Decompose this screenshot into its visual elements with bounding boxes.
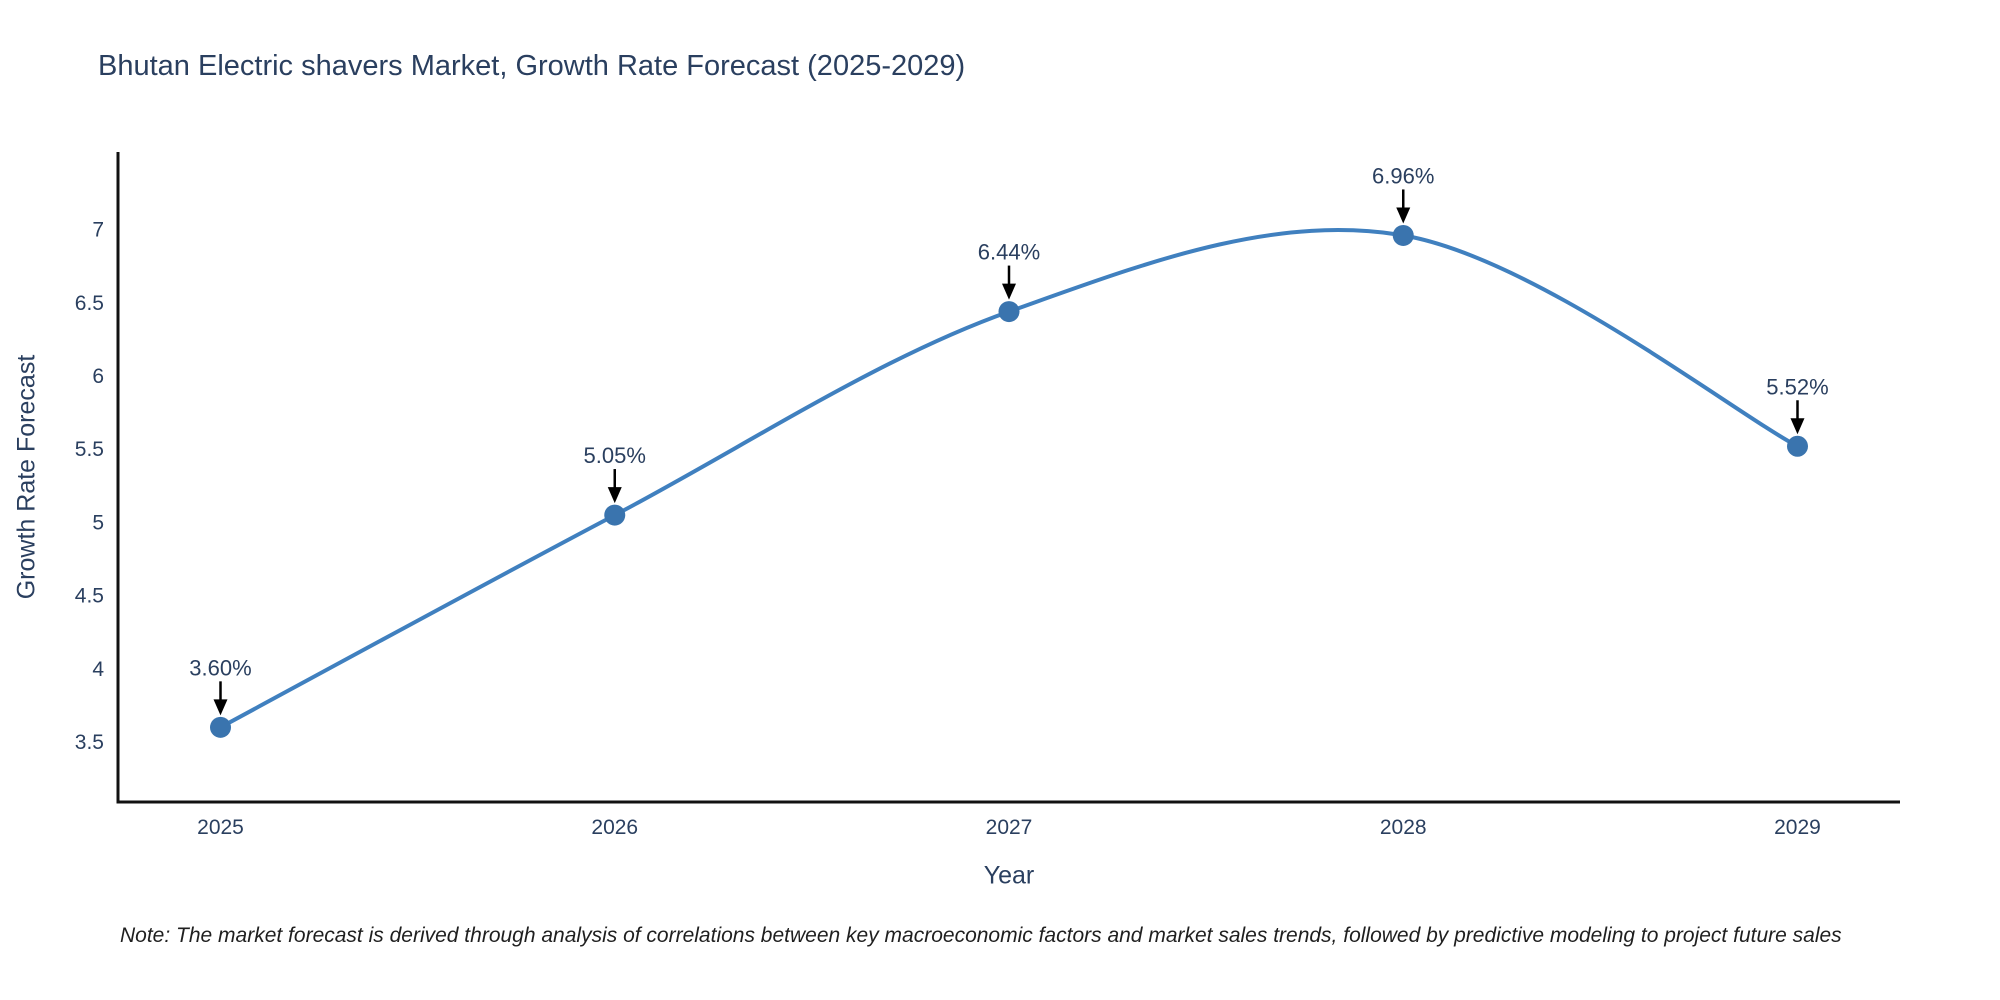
data-point-label: 5.52% xyxy=(1766,374,1828,399)
chart-title: Bhutan Electric shavers Market, Growth R… xyxy=(98,50,966,82)
x-tick-label: 2026 xyxy=(591,816,638,839)
y-tick-label: 4.5 xyxy=(75,585,104,608)
x-tick-label: 2025 xyxy=(197,816,244,839)
x-tick-label: 2028 xyxy=(1380,816,1427,839)
y-tick-label: 4 xyxy=(92,658,104,681)
y-tick-label: 6 xyxy=(92,365,104,388)
footnote: Note: The market forecast is derived thr… xyxy=(120,924,1842,947)
x-axis-title: Year xyxy=(983,861,1035,890)
y-tick-label: 7 xyxy=(92,219,104,242)
data-point-marker[interactable] xyxy=(1786,435,1808,457)
data-point-label: 5.05% xyxy=(584,443,646,468)
data-point-label: 3.60% xyxy=(189,655,251,680)
data-point-marker[interactable] xyxy=(998,301,1020,323)
y-tick-label: 5.5 xyxy=(75,438,104,461)
annotation-arrow-head xyxy=(607,487,622,504)
x-tick-label: 2029 xyxy=(1774,816,1821,839)
data-point-label: 6.44% xyxy=(978,240,1040,265)
annotation-arrow-head xyxy=(1002,283,1016,300)
data-point-label: 6.96% xyxy=(1372,163,1434,188)
data-point-marker[interactable] xyxy=(604,504,626,526)
data-point-marker[interactable] xyxy=(1392,224,1414,246)
data-point-marker[interactable] xyxy=(210,716,232,738)
y-tick-label: 5 xyxy=(92,511,104,534)
annotation-arrow-head xyxy=(1396,207,1411,224)
annotation-arrow-head xyxy=(1790,418,1805,435)
y-tick-label: 6.5 xyxy=(75,292,104,315)
x-tick-label: 2027 xyxy=(986,816,1033,839)
annotation-arrow-head xyxy=(213,699,228,716)
y-tick-label: 3.5 xyxy=(75,731,104,754)
